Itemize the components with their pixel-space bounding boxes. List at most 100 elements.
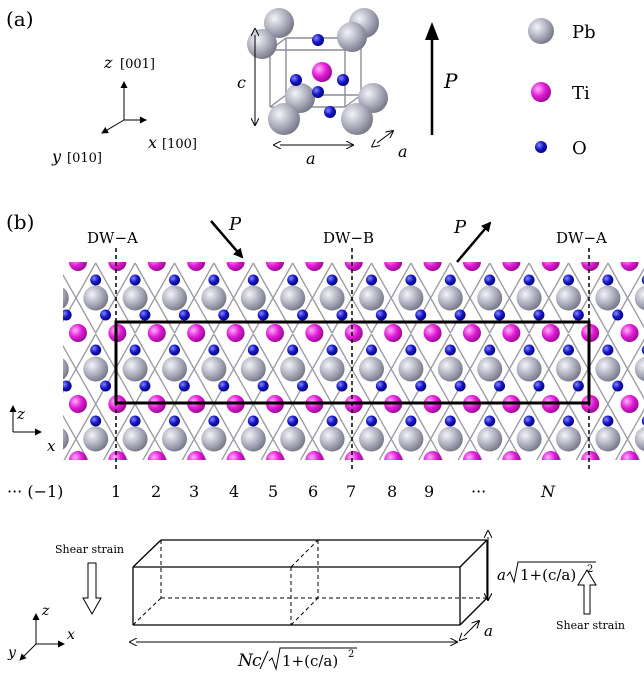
polarization-arrowhead bbox=[425, 22, 439, 40]
lattice-bond bbox=[331, 262, 353, 299]
o-atom bbox=[444, 344, 456, 356]
lattice-bond bbox=[567, 262, 589, 299]
ti-atom bbox=[462, 324, 481, 342]
lattice-bond bbox=[213, 262, 235, 299]
o-atom bbox=[563, 415, 574, 427]
polarization-label-left: P bbox=[228, 214, 242, 235]
lattice-bond bbox=[193, 262, 215, 299]
y-axis-direction: [010] bbox=[67, 151, 102, 166]
lattice-bond bbox=[272, 333, 294, 370]
domain-wall-a-right: DW−A bbox=[556, 229, 607, 247]
lattice-bond bbox=[449, 333, 471, 370]
o-atom bbox=[337, 74, 349, 86]
domain-wall-b: DW−B bbox=[323, 229, 374, 247]
o-atom bbox=[287, 344, 299, 356]
index-label: 7 bbox=[346, 482, 356, 501]
ti-atom bbox=[581, 451, 600, 460]
legend-ti-swatch bbox=[531, 82, 551, 102]
z-axis-direction: [001] bbox=[120, 57, 155, 72]
pb-atom bbox=[201, 426, 227, 452]
lattice-bond bbox=[449, 262, 471, 299]
ti-atom bbox=[305, 324, 324, 342]
ti-atom bbox=[384, 262, 403, 271]
o-atom bbox=[454, 380, 466, 392]
lattice-bond bbox=[430, 297, 451, 334]
lattice-bond bbox=[587, 368, 609, 405]
ti-atom bbox=[147, 324, 166, 342]
polarization-arrow-left bbox=[210, 220, 244, 259]
o-atom bbox=[533, 380, 545, 392]
ti-atom bbox=[30, 324, 48, 342]
ti-atom bbox=[68, 451, 87, 460]
pb-atom bbox=[556, 356, 581, 382]
pb-atom bbox=[63, 428, 69, 450]
pb-atom bbox=[341, 103, 373, 135]
pb-atom bbox=[268, 103, 300, 135]
pb-atom bbox=[201, 285, 227, 311]
ti-atom bbox=[265, 451, 284, 460]
x-axis-label: x bbox=[148, 133, 157, 152]
lattice-bond bbox=[272, 368, 294, 405]
ti-atom bbox=[68, 262, 87, 271]
lattice-bond bbox=[233, 368, 254, 405]
lattice-bond bbox=[173, 333, 195, 370]
lattice-bond bbox=[114, 333, 136, 370]
panel-b-label: (b) bbox=[6, 210, 34, 234]
a-label-bottom: a bbox=[306, 149, 316, 168]
lattice-bond bbox=[292, 403, 313, 440]
o-atom bbox=[100, 309, 112, 321]
o-atom bbox=[218, 309, 230, 321]
lattice-bond bbox=[370, 403, 392, 440]
pb-atom bbox=[162, 285, 187, 311]
lattice-bond bbox=[489, 262, 510, 299]
o-atom bbox=[290, 74, 302, 86]
lattice-bond bbox=[252, 333, 274, 370]
lattice-bond bbox=[173, 403, 195, 440]
ti-atom bbox=[30, 253, 48, 271]
lattice-bond bbox=[173, 262, 195, 299]
lattice-bond bbox=[390, 368, 412, 405]
pb-atom bbox=[359, 356, 384, 382]
height-label-sup: 2 bbox=[587, 564, 593, 575]
ti-atom bbox=[344, 262, 363, 271]
lattice-bond bbox=[311, 403, 333, 440]
lattice-bond bbox=[37, 334, 57, 369]
lattice-bond bbox=[548, 333, 570, 370]
lattice-bond bbox=[339, 438, 353, 460]
ti-atom bbox=[541, 451, 560, 460]
o-atom bbox=[218, 380, 230, 392]
lattice-bond bbox=[508, 333, 530, 370]
pb-atom bbox=[595, 285, 621, 311]
lattice-bond bbox=[469, 403, 491, 440]
c-z-axis-label: z bbox=[41, 603, 50, 619]
ti-atom bbox=[620, 451, 639, 460]
o-atom bbox=[415, 309, 427, 321]
lattice-bond bbox=[272, 262, 294, 299]
o-atom bbox=[405, 274, 417, 286]
o-atom bbox=[612, 309, 624, 321]
pb-atom bbox=[240, 285, 266, 311]
o-atom bbox=[366, 274, 377, 286]
o-atom bbox=[169, 344, 180, 356]
lattice-bond bbox=[17, 369, 37, 404]
lattice-bond bbox=[567, 403, 589, 440]
lattice-bond bbox=[102, 438, 116, 460]
o-atom bbox=[63, 309, 72, 321]
pb-atom bbox=[240, 426, 266, 452]
lattice-bond bbox=[272, 297, 294, 334]
pb-atom bbox=[516, 285, 542, 311]
o-atom bbox=[366, 344, 377, 356]
pb-atom bbox=[247, 29, 277, 59]
lattice-bond bbox=[311, 368, 333, 405]
pb-atom bbox=[516, 426, 542, 452]
ti-atom bbox=[462, 262, 481, 271]
length-sqrt-sign bbox=[268, 647, 357, 671]
strained-box-hidden-edges bbox=[132, 539, 487, 626]
o-atom bbox=[641, 275, 644, 285]
length-label-n: N bbox=[237, 651, 254, 671]
lattice-bond bbox=[587, 403, 609, 440]
depth-dimension-arrow bbox=[464, 621, 479, 636]
lattice-bond bbox=[528, 403, 550, 440]
pb-atom bbox=[556, 285, 581, 311]
c-x-axis-label: x bbox=[67, 627, 75, 643]
